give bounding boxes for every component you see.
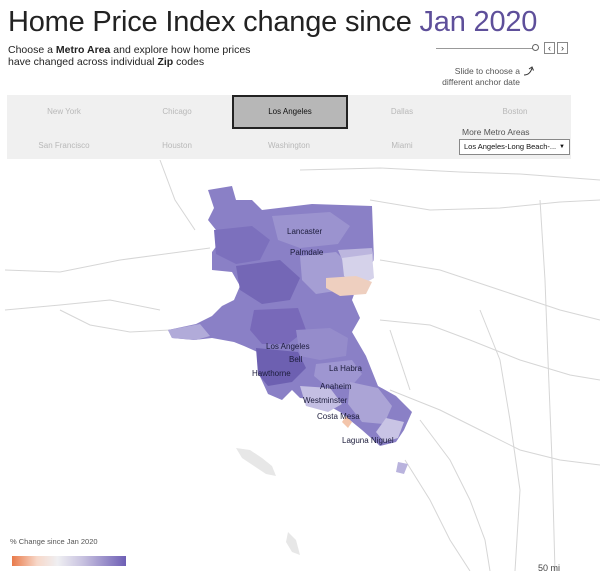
- city-label-los-angeles: Los Angeles: [266, 342, 310, 351]
- slider-next-button[interactable]: ›: [557, 42, 568, 54]
- metro-button-los-angeles[interactable]: Los Angeles: [232, 95, 348, 129]
- legend-color-ramp: [12, 556, 126, 566]
- more-metro-areas-dropdown[interactable]: Los Angeles-Long Beach-... ▼: [459, 139, 570, 155]
- metro-button-boston[interactable]: Boston: [502, 107, 528, 116]
- zip-code-map[interactable]: Lancaster Palmdale Los Angeles Bell Hawt…: [0, 160, 600, 571]
- subtitle-text: have changed across individual: [8, 56, 158, 68]
- city-label-anaheim: Anaheim: [320, 382, 352, 391]
- city-label-bell: Bell: [289, 355, 303, 364]
- anchor-date-slider-track[interactable]: [436, 48, 534, 49]
- san-clemente-island: [286, 532, 300, 555]
- slider-hint-line: Slide to choose a: [454, 66, 520, 76]
- city-label-la-habra: La Habra: [329, 364, 362, 373]
- page-title: Home Price Index change since Jan 2020: [8, 6, 537, 39]
- title-prefix: Home Price Index change since: [8, 6, 420, 38]
- city-label-westminster: Westminster: [303, 396, 348, 405]
- metro-area-selector: New York Chicago Los Angeles Dallas Bost…: [7, 95, 571, 159]
- subtitle: Choose a Metro Area and explore how home…: [8, 44, 308, 68]
- slider-hint: Slide to choose a different anchor date: [430, 66, 520, 87]
- slider-prev-button[interactable]: ‹: [544, 42, 555, 54]
- map-scale-label: 50 mi: [538, 563, 561, 573]
- more-metro-areas-label: More Metro Areas: [462, 127, 530, 137]
- road-network: [4, 160, 600, 571]
- metro-button-washington[interactable]: Washington: [268, 141, 310, 150]
- subtitle-metro-bold: Metro Area: [55, 44, 111, 56]
- city-label-costa-mesa: Costa Mesa: [317, 412, 360, 421]
- metro-region-choropleth: [168, 186, 412, 474]
- city-label-hawthorne: Hawthorne: [252, 369, 291, 378]
- metro-button-dallas[interactable]: Dallas: [390, 107, 414, 116]
- curved-arrow-icon: [523, 66, 534, 76]
- metro-button-chicago[interactable]: Chicago: [162, 107, 192, 116]
- metro-button-houston[interactable]: Houston: [162, 141, 192, 150]
- metro-button-san-francisco[interactable]: San Francisco: [38, 141, 90, 150]
- subtitle-text: Choose a: [8, 44, 56, 56]
- metro-button-new-york[interactable]: New York: [47, 107, 81, 116]
- dropdown-selected-value: Los Angeles-Long Beach-...: [464, 142, 557, 151]
- slider-hint-line: different anchor date: [442, 76, 520, 87]
- subtitle-zip-bold: Zip: [157, 56, 174, 68]
- catalina-island: [236, 448, 276, 476]
- city-label-laguna-niguel: Laguna Niguel: [342, 436, 394, 445]
- city-label-lancaster: Lancaster: [287, 227, 322, 236]
- caret-down-icon: ▼: [559, 144, 565, 150]
- subtitle-text: codes: [173, 56, 205, 68]
- title-anchor-date: Jan 2020: [419, 6, 538, 38]
- anchor-date-slider-handle[interactable]: [532, 44, 539, 51]
- subtitle-text: and explore how home prices: [110, 44, 251, 56]
- city-label-palmdale: Palmdale: [290, 248, 324, 257]
- metro-button-miami[interactable]: Miami: [391, 141, 413, 150]
- legend-title: % Change since Jan 2020: [10, 537, 98, 546]
